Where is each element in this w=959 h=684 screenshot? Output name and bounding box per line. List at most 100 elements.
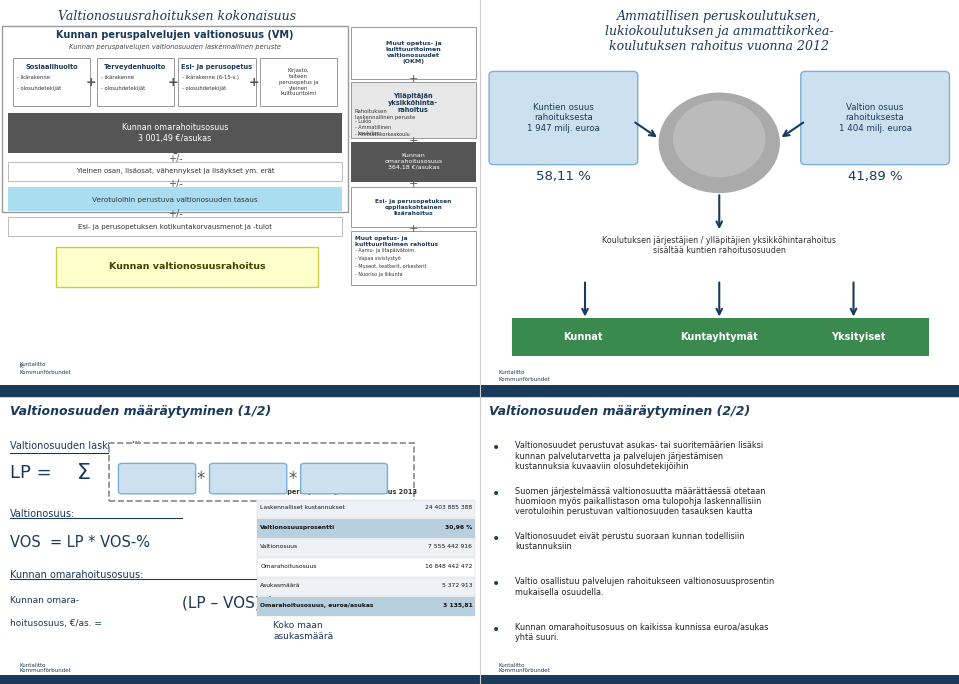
Text: +/-: +/- [168, 209, 182, 220]
Text: Valtion osuus
rahoituksesta
1 404 milj. euroa: Valtion osuus rahoituksesta 1 404 milj. … [838, 103, 912, 133]
Text: 41,89 %: 41,89 % [848, 170, 902, 183]
FancyBboxPatch shape [351, 27, 477, 79]
FancyBboxPatch shape [257, 578, 475, 596]
Text: •: • [492, 486, 500, 501]
Text: *: * [289, 470, 296, 488]
Text: - olosuhdetekijät: - olosuhdetekijät [16, 86, 61, 91]
FancyBboxPatch shape [8, 162, 341, 181]
FancyBboxPatch shape [480, 675, 959, 684]
Text: - olosuhdetekijät: - olosuhdetekijät [182, 86, 226, 91]
Text: +: + [248, 76, 260, 89]
FancyBboxPatch shape [119, 463, 196, 494]
Text: Kommunförbundet: Kommunförbundet [19, 668, 71, 673]
Text: 3 351
milj. €: 3 351 milj. € [701, 130, 737, 152]
Text: (LP – VOS) /: (LP – VOS) / [182, 596, 271, 611]
Text: Ammatillisen peruskoulutuksen,
lukiokoulutuksen ja ammattikorkeа-
koulutuksen ra: Ammatillisen peruskoulutuksen, lukiokoul… [605, 10, 833, 53]
FancyBboxPatch shape [8, 187, 341, 211]
Text: Omarahoitusosuus: Omarahoitusosuus [261, 564, 316, 568]
FancyBboxPatch shape [97, 58, 175, 106]
Text: - Ammattikorkeakoulu: - Ammattikorkeakoulu [355, 132, 409, 137]
Text: Kirjasto,
taiteen
perusopetus ja
yleinen
kulttuuritoimi: Kirjasto, taiteen perusopetus ja yleinen… [279, 68, 318, 96]
Text: -: - [173, 148, 177, 161]
Text: Esi- ja perusopetus: Esi- ja perusopetus [181, 64, 252, 70]
Text: +: + [167, 76, 178, 89]
Text: +: + [409, 136, 418, 146]
Text: Valtionosuudet eivät perustu suoraan kunnan todellisiin
kustannuksiin: Valtionosuudet eivät perustu suoraan kun… [516, 532, 745, 551]
Text: - Aamu- ja iltapäivätoim.: - Aamu- ja iltapäivätoim. [355, 248, 415, 253]
Text: - Lukio: - Lukio [355, 119, 371, 124]
Text: Valtionosuus:: Valtionosuus: [10, 509, 75, 518]
Text: +: + [409, 179, 418, 189]
Text: *: * [197, 470, 204, 488]
Text: - ikärakenne: - ikärakenne [16, 75, 50, 79]
Text: Valtionosuuden määräytyminen (1/2): Valtionosuuden määräytyminen (1/2) [10, 406, 270, 419]
FancyBboxPatch shape [0, 675, 480, 684]
Text: Kunnan omara-: Kunnan omara- [10, 596, 79, 605]
Text: - Nuoriso ja liikunta: - Nuoriso ja liikunta [355, 272, 403, 277]
Text: +: + [409, 75, 418, 84]
Text: Esi- ja perusopetuksen kotikuntakorvausmenot ja -tulot: Esi- ja perusopetuksen kotikuntakorvausm… [78, 224, 272, 230]
FancyBboxPatch shape [8, 217, 341, 236]
FancyBboxPatch shape [480, 385, 959, 397]
Text: +/-: +/- [168, 179, 182, 189]
Text: - Vapaa sivistystyö: - Vapaa sivistystyö [355, 256, 401, 261]
Text: - ikärakenne: - ikärakenne [101, 75, 133, 79]
Text: MÄÄRÄ: MÄÄRÄ [228, 473, 269, 484]
FancyBboxPatch shape [2, 26, 347, 212]
Text: Kunnan peruspalvelujen valtionosuus 2013: Kunnan peruspalvelujen valtionosuus 2013 [257, 489, 416, 495]
Text: Valtionosuuden laskennallinen peruste:: Valtionosuuden laskennallinen peruste: [10, 441, 202, 451]
Text: Terveydenhuolto: Terveydenhuolto [105, 64, 167, 70]
Text: +: + [409, 224, 418, 235]
Text: Valtionosuudet perustuvat asukas- tai suoritemäärien lisäksi
kunnan palvelutarve: Valtionosuudet perustuvat asukas- tai su… [516, 441, 763, 471]
FancyBboxPatch shape [257, 538, 475, 557]
Circle shape [660, 93, 779, 192]
FancyBboxPatch shape [257, 597, 475, 616]
Text: Valtionosuuden määräytyminen (2/2): Valtionosuuden määräytyminen (2/2) [489, 406, 750, 419]
Text: 16 848 442 472: 16 848 442 472 [425, 564, 472, 568]
Text: Kunnan omarahoitusosuus
3 001,49 €/asukas: Kunnan omarahoitusosuus 3 001,49 €/asuka… [122, 123, 228, 142]
FancyBboxPatch shape [301, 463, 387, 494]
FancyBboxPatch shape [257, 558, 475, 577]
Text: +: + [85, 76, 97, 89]
FancyBboxPatch shape [648, 318, 790, 356]
FancyBboxPatch shape [351, 142, 477, 182]
FancyBboxPatch shape [351, 82, 477, 138]
Text: Kommunförbundet: Kommunförbundet [499, 668, 550, 673]
Text: Valtionosuusrahoituksen kokonaisuus: Valtionosuusrahoituksen kokonaisuus [58, 10, 296, 23]
Text: - olosuhdetekijät: - olosuhdetekijät [101, 86, 145, 91]
Text: - ikärakenne (6-15-v.): - ikärakenne (6-15-v.) [182, 75, 239, 79]
Text: Kunnat: Kunnat [563, 332, 602, 342]
Circle shape [673, 101, 765, 176]
Text: Sosiaalihuolto: Sosiaalihuolto [25, 64, 78, 70]
Text: Valtio osallistuu palvelujen rahoitukseen valtionosuusprosentin
mukaisella osuud: Valtio osallistuu palvelujen rahoituksee… [516, 577, 775, 597]
Text: Ylläpitäjän
yksikköhinta-
rahoitus: Ylläpitäjän yksikköhinta- rahoitus [388, 93, 438, 114]
FancyBboxPatch shape [56, 247, 318, 287]
Text: Rahoituksen
laskennallinen peruste: Rahoituksen laskennallinen peruste [355, 109, 415, 120]
FancyBboxPatch shape [801, 71, 949, 165]
Text: Kuntalitto: Kuntalitto [19, 663, 46, 668]
Text: Kunnan peruspalvelujen valtionosuuden laskennallinen peruste: Kunnan peruspalvelujen valtionosuuden la… [69, 44, 281, 50]
Text: Kuntalitto: Kuntalitto [499, 370, 526, 375]
FancyBboxPatch shape [0, 385, 480, 397]
Text: Kommunförbundet: Kommunförbundet [499, 377, 550, 382]
Text: Σ: Σ [77, 463, 91, 483]
FancyBboxPatch shape [489, 71, 638, 165]
Text: 24 403 885 388: 24 403 885 388 [425, 505, 472, 510]
Text: •: • [492, 623, 500, 637]
FancyBboxPatch shape [351, 231, 477, 285]
FancyBboxPatch shape [787, 318, 929, 356]
Text: Valtionosuusprosentti: Valtionosuusprosentti [261, 525, 336, 529]
Text: Kunnan peruspalvelujen valtionosuus (VM): Kunnan peruspalvelujen valtionosuus (VM) [57, 30, 293, 40]
FancyBboxPatch shape [8, 113, 341, 153]
Text: - Museot, teatterit, orkesterit: - Museot, teatterit, orkesterit [355, 264, 427, 269]
Text: KERROIN: KERROIN [319, 473, 369, 484]
FancyBboxPatch shape [257, 499, 475, 518]
Text: 30,96 %: 30,96 % [445, 525, 472, 529]
Text: Verotuloihin perustuva valtionosuuden tasaus: Verotuloihin perustuva valtionosuuden ta… [92, 196, 258, 202]
Text: Yksityiset: Yksityiset [831, 332, 885, 342]
Text: Esi- ja perusopetuksen
oppilaskohtainen
lisärahoitus: Esi- ja perusopetuksen oppilaskohtainen … [375, 199, 452, 215]
Text: 7 555 442 916: 7 555 442 916 [429, 544, 472, 549]
Text: Kunnan
omarahoitusosuus
364,18 €/asukas: Kunnan omarahoitusosuus 364,18 €/asukas [385, 153, 442, 170]
Text: Kunnan omarahoitusosuus on kaikissa kunnissa euroa/asukas
yhtä suuri.: Kunnan omarahoitusosuus on kaikissa kunn… [516, 623, 769, 642]
Text: 5 372 913: 5 372 913 [442, 583, 472, 588]
